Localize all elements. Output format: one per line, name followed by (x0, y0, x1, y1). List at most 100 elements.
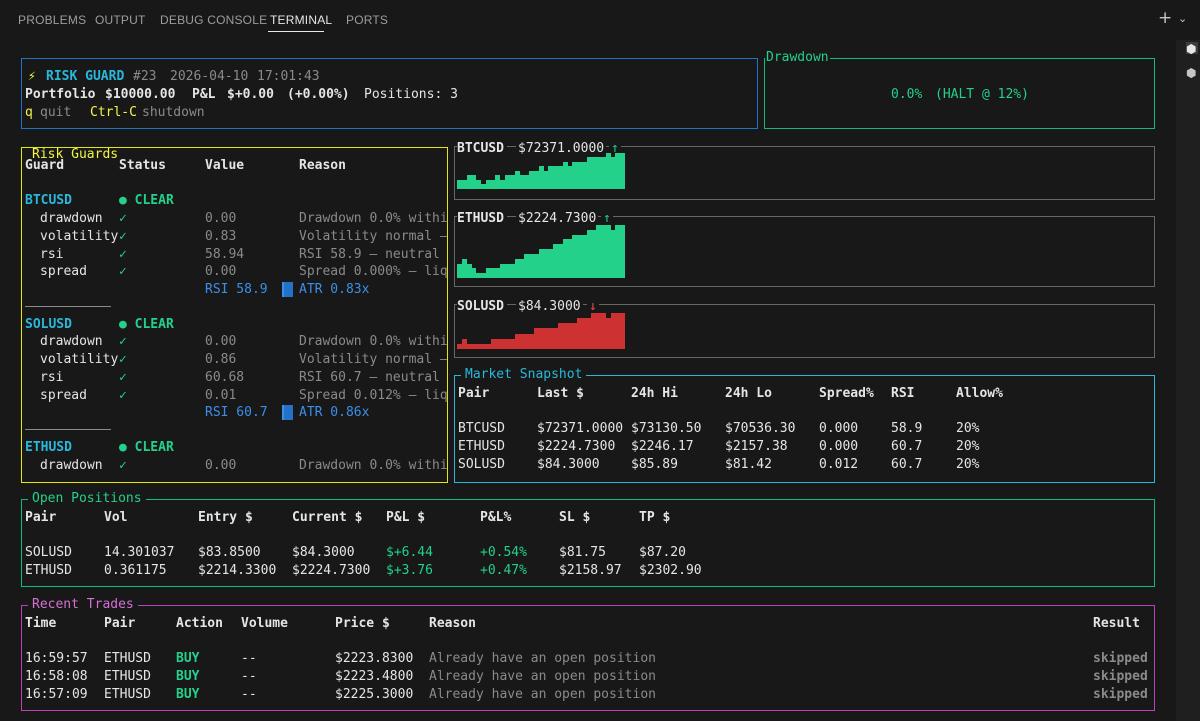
position-cell: $2224.7300 (292, 563, 371, 578)
risk-guards-box: Risk Guards Guard Status Value Reason BT… (21, 147, 448, 483)
spark-pair: SOLUSD (457, 299, 507, 315)
col-tp: TP $ (639, 510, 671, 525)
sparkline-bar (586, 318, 592, 349)
guard-name: rsi (40, 247, 64, 262)
terminal-area[interactable]: ⚡ RISK GUARD #23 2026-04-10 17:01:43 Por… (0, 40, 1176, 721)
sparkline-bar (596, 157, 602, 189)
trade-cell: 16:59:57 (25, 651, 88, 666)
portfolio-label: Portfolio (25, 87, 96, 102)
guard-reason: RSI 58.9 — neutral (299, 247, 440, 262)
terminal-instance-icon[interactable]: ⬢ (1186, 66, 1197, 80)
snapshot-cell: 0.012 (819, 457, 859, 472)
market-snapshot-title: Market Snapshot (461, 367, 587, 383)
guard-value: 0.00 (205, 211, 237, 226)
guard-name: drawdown (40, 458, 103, 473)
terminal-list-strip (1176, 40, 1200, 721)
quit-label: quit (40, 105, 72, 120)
tab-terminal[interactable]: TERMINAL (270, 13, 333, 27)
spark-price: $2224.7300 (516, 211, 599, 227)
trade-reason: Already have an open position (429, 651, 656, 666)
check-icon: ✓ (119, 370, 127, 385)
sparkline-bar (567, 166, 573, 189)
sparkline-bar (615, 153, 621, 189)
sparkline-bar (519, 175, 525, 189)
chevron-down-icon[interactable]: ⌄ (1178, 12, 1188, 25)
sparkline-bar (466, 175, 472, 189)
rsi-bar (282, 282, 293, 297)
sparkline-bar (572, 235, 578, 278)
sparkline-bar (548, 249, 554, 278)
status-badge: ● CLEAR (119, 193, 174, 208)
terminal-instance-icon[interactable]: ⬢ (1186, 42, 1198, 56)
sparkline-bar (529, 334, 534, 349)
sparkline-bar (615, 313, 621, 349)
guard-name: rsi (40, 370, 64, 385)
open-positions-title: Open Positions (28, 491, 146, 507)
sparkline-bar (457, 180, 462, 189)
col-pair: Pair (458, 386, 490, 401)
snapshot-cell: $2246.17 (631, 439, 694, 454)
sparkline-bar (586, 157, 592, 189)
snapshot-cell: $85.89 (631, 457, 678, 472)
sparkline-bar (538, 249, 544, 278)
spark-price: $72371.0000 (516, 141, 607, 157)
sparkline-bar (476, 344, 482, 349)
sparkline-bar (509, 339, 515, 349)
date-label: 2026-04-10 (170, 69, 249, 84)
check-icon: ✓ (119, 247, 127, 262)
guard-value: 0.83 (205, 229, 237, 244)
col-time: Time (25, 616, 57, 631)
new-terminal-plus-icon[interactable]: + (1158, 8, 1173, 28)
col-value: Value (205, 158, 245, 173)
guard-name: volatility (40, 352, 119, 367)
divider (25, 429, 111, 430)
sparkline-bar (500, 180, 506, 189)
position-cell: 0.361175 (104, 563, 167, 578)
sparkline-bar (581, 162, 587, 189)
col-status: Status (119, 158, 166, 173)
trade-cell: 16:58:08 (25, 669, 88, 684)
guard-reason: Spread 0.000% — liqu (299, 264, 448, 279)
snapshot-cell: $70536.30 (725, 421, 796, 436)
sparkline-bar (562, 162, 568, 189)
sparkline-bars (457, 225, 626, 278)
sparkline-bar (495, 268, 501, 278)
col-pnl: P&L $ (386, 510, 426, 525)
sparkline-box-btcusd: BTCUSD $72371.0000 ↑ (454, 141, 1155, 200)
snapshot-cell: 0.000 (819, 421, 859, 436)
market-snapshot-box: Market Snapshot Pair Last $ 24h Hi 24h L… (454, 367, 1155, 483)
snapshot-cell: 58.9 (891, 421, 923, 436)
positions-count: Positions: 3 (364, 87, 458, 102)
sparkline-bar (495, 175, 501, 189)
trade-result: skipped (1093, 687, 1148, 702)
sparkline-bar (538, 328, 544, 349)
col-reason: Reason (299, 158, 346, 173)
tab-output[interactable]: OUTPUT (95, 13, 146, 27)
sparkline-bar (524, 175, 530, 189)
sparkline-box-ethusd: ETHUSD $2224.7300 ↑ (454, 211, 1155, 287)
col-volume: Volume (241, 616, 288, 631)
tab-ports[interactable]: PORTS (346, 13, 389, 27)
guard-reason: Spread 0.012% — liqu (299, 388, 448, 403)
sparkline-bar (586, 230, 592, 278)
col-pnl-pct: P&L% (480, 510, 512, 525)
sparkline-bar (461, 259, 467, 278)
col-sl: SL $ (559, 510, 591, 525)
guard-pair-ethusd: ETHUSD (25, 440, 72, 455)
position-cell: $2302.90 (639, 563, 702, 578)
guard-pair-solusd: SOLUSD (25, 317, 72, 332)
trade-cell: -- (241, 669, 257, 684)
sparkline-bar (461, 339, 467, 349)
col-result: Result (1093, 616, 1140, 631)
col-current: Current $ (292, 510, 363, 525)
guard-name: drawdown (40, 334, 103, 349)
tab-debug-console[interactable]: DEBUG CONSOLE (160, 13, 268, 27)
guard-value: 0.86 (205, 352, 237, 367)
check-icon: ✓ (119, 229, 127, 244)
tab-problems[interactable]: PROBLEMS (18, 13, 87, 27)
sparkline-bar (601, 225, 606, 278)
col-rsi: RSI (891, 386, 915, 401)
snapshot-cell: $81.42 (725, 457, 772, 472)
portfolio-value: $10000.00 (105, 87, 176, 102)
sparkline-bar (610, 157, 616, 189)
